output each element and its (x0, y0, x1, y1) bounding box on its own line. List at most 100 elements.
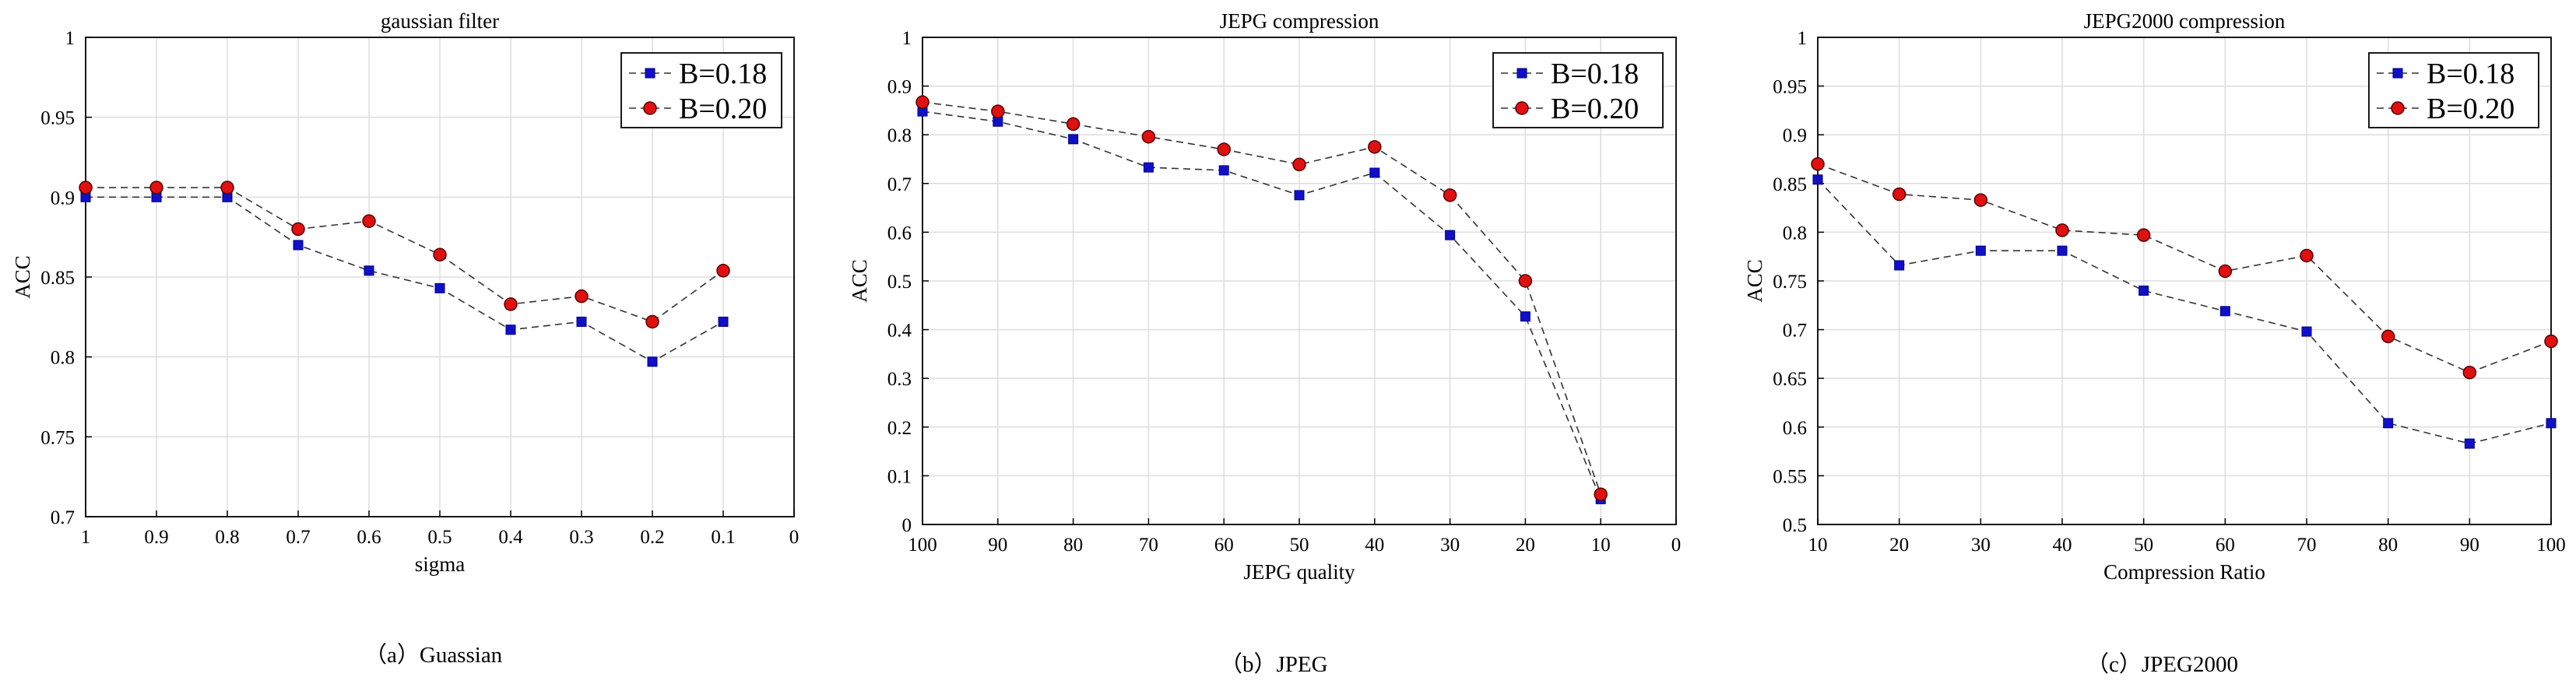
x-tick-label: 0 (789, 527, 800, 548)
series-line-1 (922, 110, 1601, 500)
data-point (647, 356, 658, 367)
data-point (915, 95, 930, 110)
legend-label: B=0.20 (2427, 93, 2514, 125)
data-point (2544, 334, 2558, 349)
y-tick-label: 1 (65, 28, 76, 49)
data-point (2218, 264, 2233, 279)
y-tick-label: 1 (902, 28, 912, 49)
y-tick-label: 0.85 (1773, 174, 1807, 195)
data-point (364, 265, 374, 276)
data-point (645, 314, 659, 329)
data-point (2138, 286, 2149, 296)
caption-b: （b）JPEG (1220, 652, 1328, 677)
y-tick-label: 0.8 (1783, 223, 1807, 244)
y-tick-label: 0.95 (40, 108, 75, 129)
y-tick-label: 0.1 (887, 466, 912, 487)
data-point (433, 247, 447, 262)
y-tick-label: 0.85 (40, 268, 75, 289)
y-tick-label: 0.6 (887, 223, 912, 244)
series-line-1 (1817, 179, 2552, 444)
x-tick-label: 80 (2378, 535, 2398, 556)
legend-marker (1516, 68, 1527, 79)
x-tick-label: 0.8 (215, 527, 239, 548)
x-tick-label: 70 (2297, 535, 2317, 556)
data-point (1892, 187, 1907, 202)
x-axis-label: sigma (415, 552, 466, 576)
data-point (1812, 174, 1823, 185)
x-tick-label: 50 (2134, 535, 2153, 556)
data-point (2136, 228, 2151, 242)
legend-box (620, 52, 782, 128)
data-point (504, 297, 518, 311)
y-axis-label: ACC (848, 259, 871, 303)
data-point (2381, 329, 2395, 344)
data-point (2057, 245, 2068, 256)
y-tick-label: 0.5 (887, 272, 912, 293)
data-point (1445, 230, 1456, 240)
data-point (1894, 260, 1905, 271)
x-tick-label: 50 (1290, 535, 1309, 556)
plot-frame (922, 37, 1677, 525)
y-axis-label: ACC (11, 255, 34, 299)
y-tick-label: 0.2 (887, 418, 912, 439)
data-point (1975, 245, 1986, 256)
x-tick-label: 0.6 (357, 527, 381, 548)
data-point (79, 181, 93, 195)
data-point (1443, 188, 1457, 202)
x-tick-label: 60 (2216, 535, 2235, 556)
data-point (2219, 306, 2230, 317)
data-point (1973, 193, 1988, 207)
y-tick-label: 0 (902, 515, 912, 536)
data-point (2546, 418, 2557, 429)
x-tick-label: 0.3 (569, 527, 593, 548)
x-tick-label: 0 (1671, 535, 1682, 556)
data-point (575, 289, 589, 303)
data-point (993, 116, 1003, 127)
plot-frame (85, 37, 795, 517)
legend-box (2368, 52, 2539, 128)
x-tick-label: 0.9 (144, 527, 168, 548)
data-point (2464, 438, 2475, 449)
x-tick-label: 30 (1971, 535, 1991, 556)
y-tick-label: 0.3 (887, 369, 912, 390)
x-tick-label: 30 (1440, 535, 1460, 556)
chart-3: 10 20 30 40 50 60 70 80 90 100 0.5 0.55 0.6 0.65 0.7 0.… (1743, 9, 2566, 584)
data-point (2383, 418, 2394, 429)
y-tick-label: 0.65 (1773, 369, 1807, 390)
data-point (991, 104, 1005, 118)
data-point (2462, 365, 2477, 380)
chart-1: 1 0.9 0.8 0.7 0.6 0.5 0.4 0.3 0.2 0.1 0 0.7 0.75 0.8 0… (11, 9, 799, 576)
data-point (1811, 157, 1825, 171)
data-point (1292, 157, 1306, 172)
data-point (576, 316, 587, 327)
y-tick-label: 0.75 (1773, 272, 1807, 293)
y-axis-label: ACC (1743, 259, 1766, 303)
data-point (1066, 117, 1081, 132)
data-point (149, 181, 163, 195)
legend-label: B=0.18 (1551, 58, 1639, 90)
y-tick-label: 0.75 (40, 427, 75, 448)
series-line-2 (1817, 163, 2552, 374)
x-tick-label: 100 (2536, 535, 2566, 556)
x-tick-label: 100 (908, 535, 937, 556)
y-tick-label: 0.95 (1773, 77, 1807, 98)
chart-title: JEPG compression (1220, 9, 1379, 33)
x-tick-label: 90 (988, 535, 1007, 556)
x-tick-label: 60 (1214, 535, 1234, 556)
x-tick-label: 20 (1889, 535, 1909, 556)
x-tick-label: 0.2 (640, 527, 664, 548)
data-point (291, 222, 305, 237)
legend-label: B=0.20 (1551, 93, 1639, 125)
data-point (434, 282, 445, 293)
data-point (505, 324, 516, 335)
y-tick-label: 1 (1798, 28, 1808, 49)
y-tick-label: 0.9 (887, 77, 912, 98)
x-tick-label: 90 (2460, 535, 2479, 556)
caption-c: （c）JPEG2000 (2086, 652, 2238, 677)
y-tick-label: 0.6 (1783, 418, 1807, 439)
x-tick-label: 40 (1365, 535, 1384, 556)
legend-marker (2391, 101, 2405, 115)
data-point (1068, 134, 1079, 145)
chart-title: gaussian filter (381, 9, 499, 33)
y-tick-label: 0.8 (51, 348, 75, 369)
